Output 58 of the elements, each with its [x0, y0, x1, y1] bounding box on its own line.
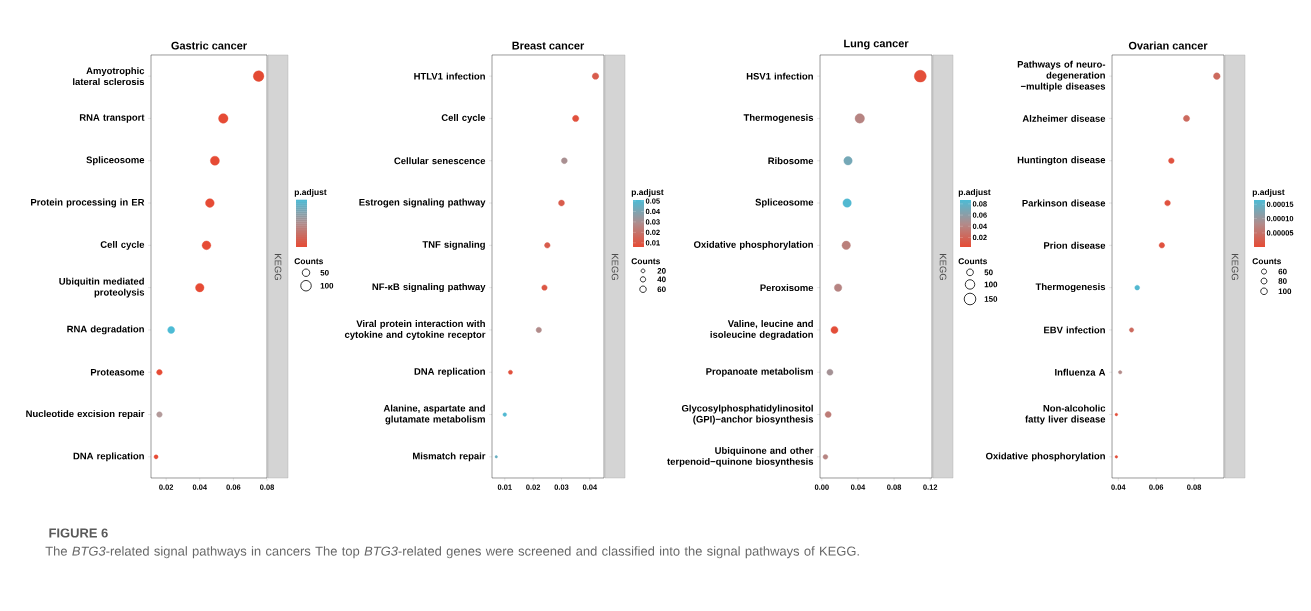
y-tick-label: Propanoate metabolism	[706, 367, 813, 377]
legend-title: Counts	[631, 258, 661, 265]
y-tick-label: Non-alcoholic fatty liver disease	[1025, 404, 1106, 425]
legend-title: Counts	[958, 258, 988, 265]
text: The BTG3-related signal pathways in cancers The top BTG3-related genes were screened and classified into the signal pathways of KEGG.	[45, 546, 859, 559]
y-tick-label: Parkinson disease	[1022, 199, 1106, 207]
color-bar-title: p.adjust	[958, 188, 991, 197]
y-tick-label: Cell cycle	[100, 240, 145, 250]
y-tick-label: Estrogen signaling pathway	[359, 198, 486, 208]
y-tick-label: Huntington disease	[1017, 156, 1106, 166]
y-tick-label: Pathways of neuro-degeneration −multiple diseases	[1017, 60, 1106, 92]
y-tick-label: Oxidative phosphorylation	[985, 452, 1105, 462]
y-tick-label: RNA transport	[79, 114, 145, 123]
y-tick-label: DNA replication	[73, 452, 144, 462]
y-tick-label: Prion disease	[1044, 241, 1106, 249]
y-tick-label: Proteasome	[90, 368, 145, 376]
y-tick-label: Spliceosome	[755, 198, 814, 208]
y-tick-label: Viral protein interaction with cytokine and cytokine receptor	[344, 320, 486, 340]
y-tick-label: Influenza A	[1055, 368, 1106, 376]
y-tick-label: Alzheimer disease	[1022, 114, 1106, 122]
color-bar-title: p.adjust	[294, 188, 327, 197]
y-tick-label: Spliceosome	[86, 156, 145, 166]
y-tick-label: Alanine, aspartate and glutamate metabolism	[383, 404, 485, 425]
text: KEGG	[1231, 254, 1239, 280]
y-tick-label: Cellular senescence	[394, 157, 486, 165]
y-tick-label: HSV1 infection	[746, 72, 813, 80]
chart-title: Breast cancer	[512, 41, 585, 50]
y-tick-label: Thermogenesis	[1035, 283, 1106, 293]
text: KEGG	[274, 254, 282, 280]
legend-title: Counts	[294, 258, 324, 265]
y-tick-label: Amyotrophic lateral sclerosis	[73, 67, 145, 86]
y-tick-label: Ubiquinone and other terpenoid−quinone biosynthesis	[667, 446, 814, 467]
y-tick-label: Ubiquitin mediated proteolysis	[59, 277, 145, 298]
text: KEGG	[611, 254, 619, 280]
chart-title: Lung cancer	[844, 39, 909, 50]
text: KEGG	[939, 254, 947, 280]
y-tick-label: NF-κB signaling pathway	[372, 283, 486, 293]
caption: FIGURE 6	[49, 528, 108, 538]
y-tick-label: Cell cycle	[441, 114, 486, 123]
y-tick-label: Ribosome	[768, 157, 814, 165]
y-tick-label: HTLV1 infection	[414, 72, 485, 80]
y-tick-label: Valine, leucine and isoleucine degradation	[710, 320, 813, 340]
y-tick-label: Glycosylphosphatidylinositol (GPI)−anchor biosynthesis	[681, 404, 814, 425]
y-tick-label: Peroxisome	[760, 284, 814, 292]
chart-title: Ovarian cancer	[1128, 41, 1208, 50]
legend-title: Counts	[1252, 258, 1282, 265]
color-bar-title: p.adjust	[631, 188, 664, 197]
y-tick-label: EBV infection	[1044, 326, 1105, 334]
y-tick-label: Protein processing in ER	[31, 198, 145, 208]
y-tick-label: DNA replication	[414, 367, 485, 377]
y-tick-label: TNF signaling	[422, 240, 485, 250]
color-bar-title: p.adjust	[1252, 188, 1285, 197]
y-tick-label: Thermogenesis	[743, 114, 814, 123]
y-tick-label: RNA degradation	[67, 325, 144, 335]
y-tick-label: Mismatch repair	[413, 452, 486, 462]
y-tick-label: Oxidative phosphorylation	[693, 240, 813, 250]
y-tick-label: Nucleotide excision repair	[26, 410, 145, 419]
chart-title: Gastric cancer	[171, 41, 247, 50]
